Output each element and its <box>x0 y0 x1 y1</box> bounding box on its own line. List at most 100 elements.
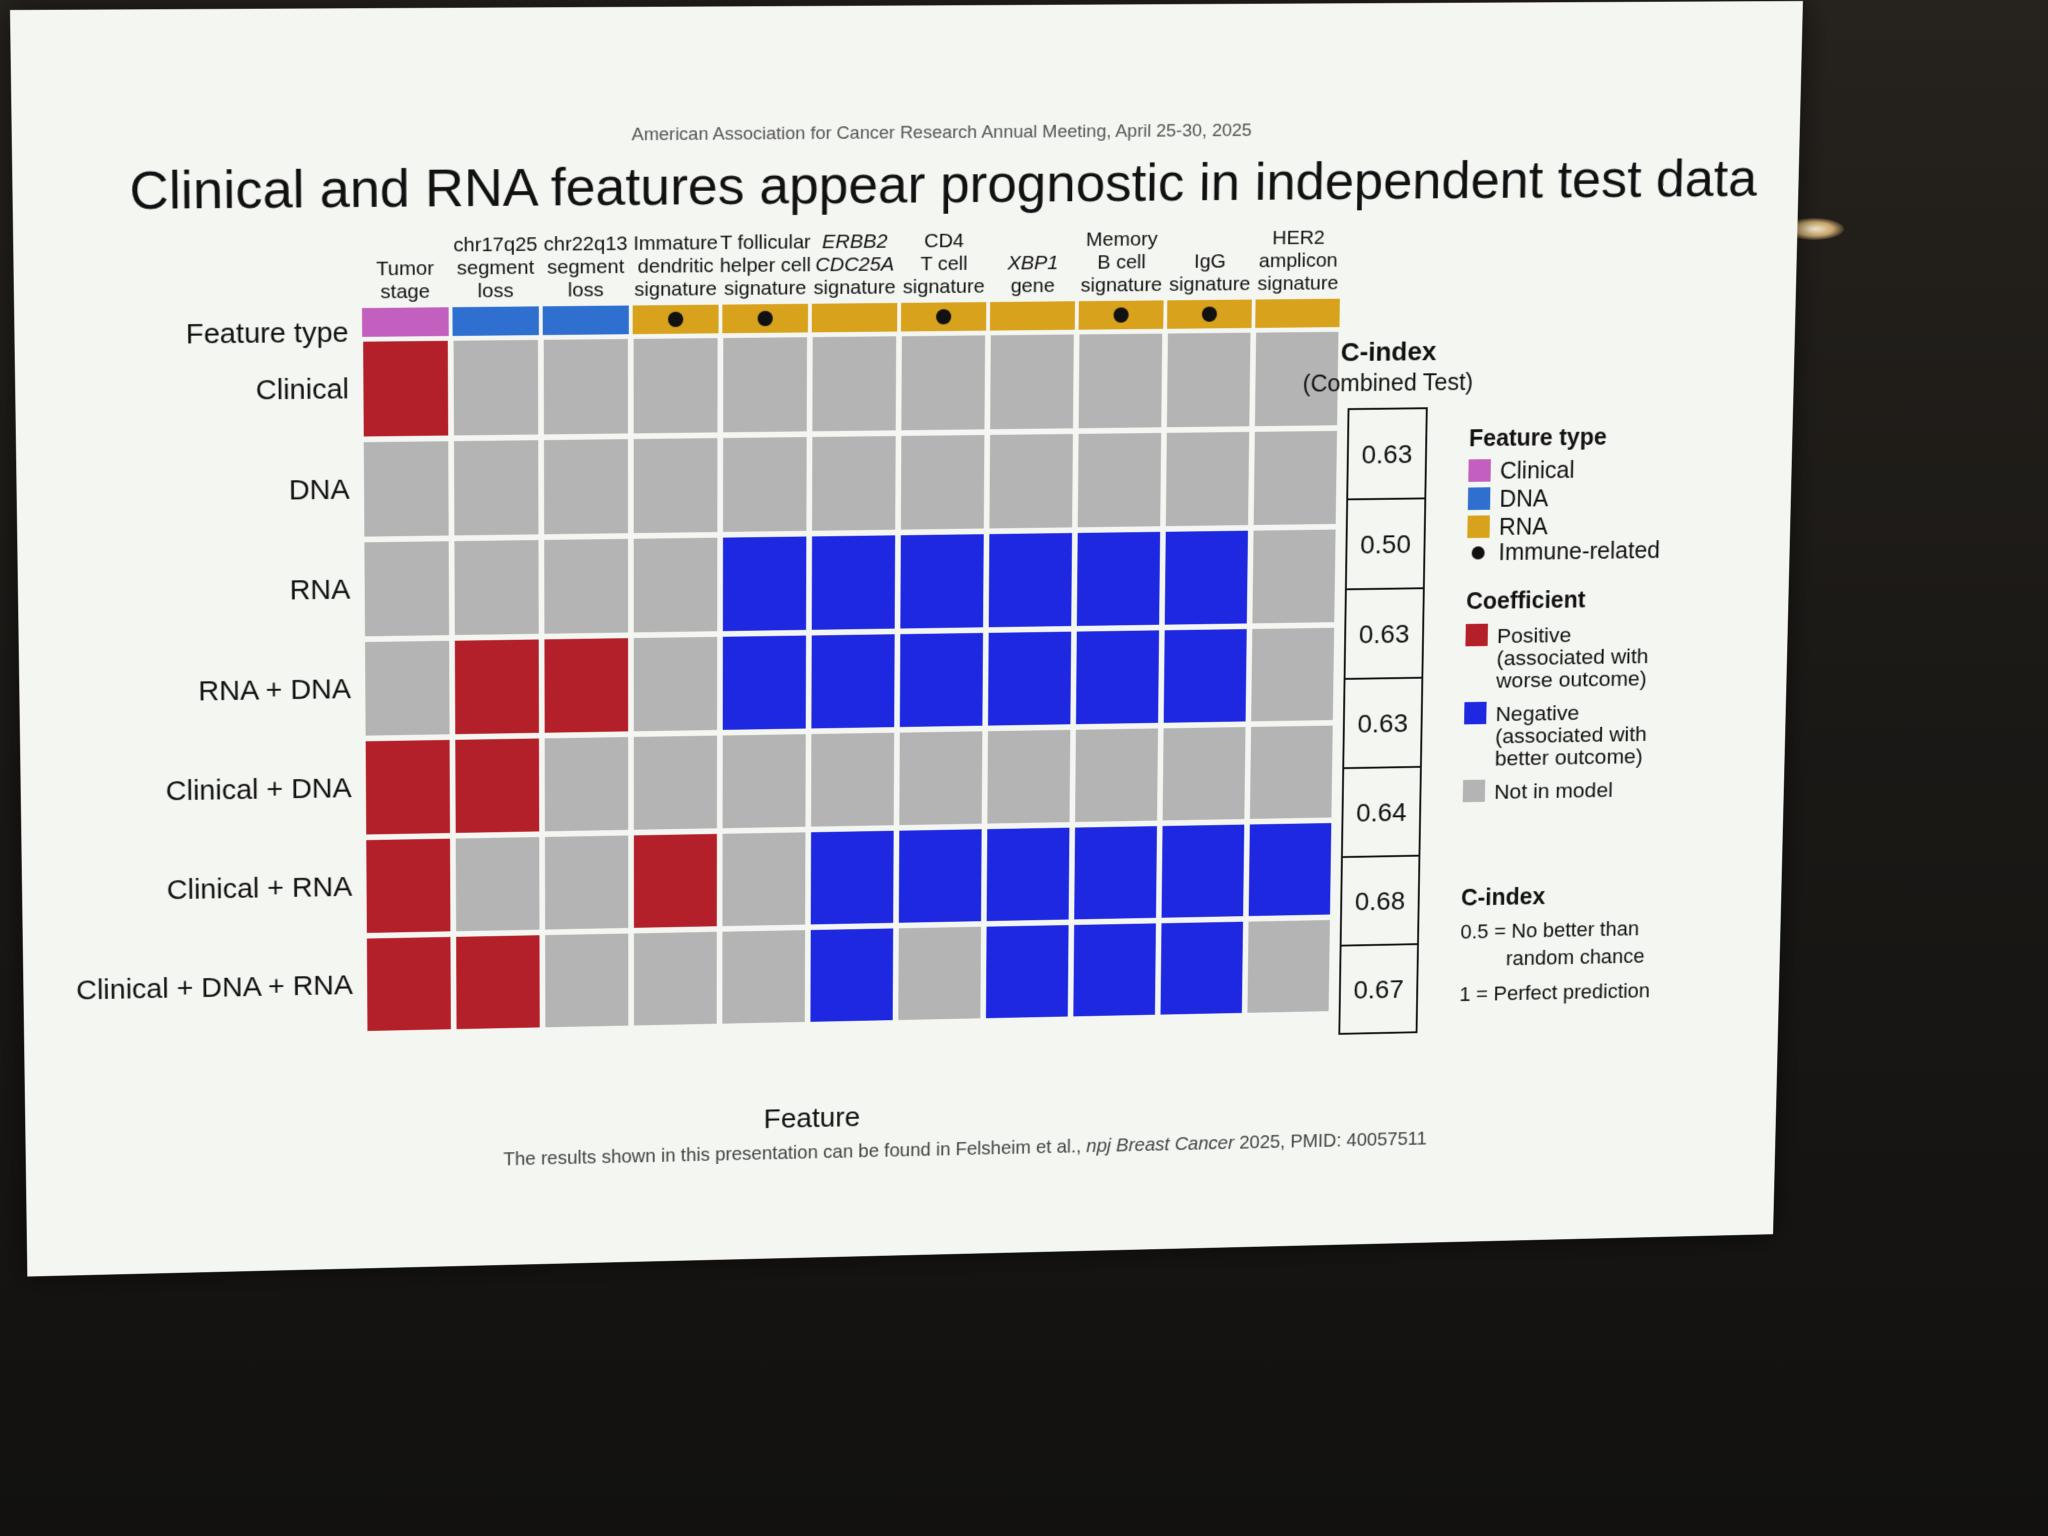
heatmap-cell <box>1074 826 1157 920</box>
heatmap-cell <box>812 436 896 531</box>
legend: Feature type ClinicalDNARNAImmune-related… <box>1459 425 1660 1006</box>
legend-immune-marker <box>1471 546 1485 560</box>
legend-label: Not in model <box>1494 778 1613 804</box>
feature-type-bar <box>542 305 629 336</box>
heatmap-cell <box>1073 923 1156 1017</box>
feature-label: T follicular <box>720 231 811 254</box>
heatmap-cell <box>366 838 451 933</box>
legend-note: 0.5 = No better than <box>1460 917 1639 943</box>
feature-label: XBP1 <box>1006 252 1058 275</box>
model-row-label: Clinical + DNA <box>166 772 352 807</box>
heatmap-cell <box>366 936 451 1031</box>
feature-label: amplicon <box>1259 249 1338 272</box>
heatmap-cell <box>901 335 986 431</box>
feature-type-bar <box>632 304 719 335</box>
heatmap-cell <box>365 739 450 835</box>
feature-label: signature <box>903 275 985 298</box>
heatmap-cell <box>987 729 1071 824</box>
heatmap-cell <box>544 638 629 733</box>
legend-swatch <box>1462 779 1486 803</box>
legend-coefficient-title: Coefficient <box>1466 587 1586 614</box>
heatmap-cell <box>363 441 449 537</box>
ceiling-light <box>1784 218 1844 240</box>
legend-label: Clinical <box>1500 458 1575 485</box>
model-row-label: Clinical + DNA + RNA <box>76 969 353 1006</box>
feature-label: ERBB2 <box>822 230 888 253</box>
heatmap-cell <box>1164 530 1248 625</box>
feature-label: B cell <box>1097 251 1146 274</box>
feature-label: CD4 <box>924 229 964 252</box>
feature-type-row-label: Feature type <box>186 316 349 350</box>
feature-label: signature <box>1257 272 1338 295</box>
legend-swatch <box>1467 487 1491 511</box>
heatmap-cell <box>1166 332 1251 428</box>
model-row-label: DNA <box>289 473 351 506</box>
heatmap-cell <box>453 339 539 436</box>
heatmap-cell <box>1247 920 1330 1013</box>
heatmap-cell <box>543 439 629 535</box>
feature-label: signature <box>1169 273 1250 296</box>
legend-label: worse outcome) <box>1495 666 1647 692</box>
feature-label: chr17q25 <box>453 233 537 256</box>
c-index-value: 0.50 <box>1360 529 1411 559</box>
heatmap-cell <box>811 535 896 630</box>
heatmap-cell <box>544 835 629 930</box>
c-index-value: 0.63 <box>1361 439 1412 469</box>
legend-label: (associated with <box>1495 722 1647 748</box>
feature-label: dendritic <box>638 255 714 278</box>
projection-screen: American Association for Cancer Research… <box>10 1 1803 1277</box>
feature-type-bar <box>1167 299 1252 329</box>
legend-note: random chance <box>1506 945 1645 970</box>
feature-type-bar <box>452 306 539 336</box>
heatmap-cell <box>722 930 806 1024</box>
heatmap-cell <box>365 640 450 736</box>
citation-prefix: The results shown in this presentation c… <box>503 1136 1086 1170</box>
immune-marker <box>667 311 684 328</box>
feature-type-bar <box>900 302 987 332</box>
conference-label: American Association for Cancer Research… <box>632 119 1252 144</box>
heatmap-cell <box>1078 333 1163 429</box>
heatmap-cell <box>1251 627 1335 722</box>
c-index-value: 0.68 <box>1355 886 1406 916</box>
feature-type-bar <box>361 307 449 337</box>
heatmap-cell <box>899 731 983 826</box>
model-row-label: Clinical + RNA <box>167 871 353 906</box>
feature-label: segment <box>457 256 535 279</box>
heatmap: Feature type Clinical DNA RNA RNA + DNA Clini… <box>76 226 1340 1031</box>
feature-label: signature <box>724 277 806 300</box>
feature-label: Memory <box>1086 228 1158 251</box>
model-row-label: RNA + DNA <box>198 673 351 707</box>
feature-label: loss <box>568 279 604 302</box>
feature-label: gene <box>1011 274 1055 297</box>
feature-label: signature <box>814 276 896 299</box>
heatmap-cell <box>985 925 1069 1019</box>
heatmap-cell <box>1161 824 1245 918</box>
heatmap-cell <box>1076 531 1161 626</box>
feature-label: T cell <box>920 252 967 275</box>
heatmap-cell <box>1252 529 1336 624</box>
heatmap-cell <box>1160 921 1244 1015</box>
heatmap-cell <box>812 336 897 432</box>
heatmap-cell <box>723 337 807 433</box>
heatmap-cell <box>363 340 449 437</box>
legend-label: Immune-related <box>1498 538 1660 566</box>
heatmap-cell <box>898 829 982 923</box>
heatmap-cell <box>544 538 629 634</box>
model-row-label: RNA <box>289 573 350 606</box>
heatmap-cell <box>722 734 806 829</box>
heatmap-cell <box>723 437 807 532</box>
heatmap-cell <box>988 533 1073 628</box>
heatmap-cell <box>722 832 806 927</box>
feature-type-bar <box>1255 298 1340 328</box>
c-index-value: 0.67 <box>1353 974 1404 1004</box>
footer-citation: The results shown in this presentation c… <box>503 1129 1427 1171</box>
feature-label: signature <box>1081 273 1163 296</box>
heatmap-cell <box>810 830 894 925</box>
legend-c-index-title: C-index <box>1461 884 1546 911</box>
feature-label: segment <box>547 255 624 278</box>
heatmap-cell <box>633 636 718 732</box>
feature-label: CDC25A <box>815 253 894 276</box>
c-index-value: 0.64 <box>1356 797 1407 827</box>
heatmap-cell <box>456 935 540 1030</box>
feature-type-bar <box>811 302 898 333</box>
